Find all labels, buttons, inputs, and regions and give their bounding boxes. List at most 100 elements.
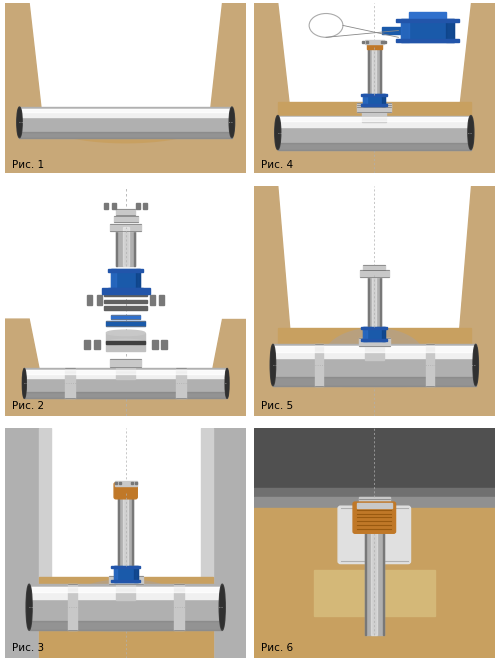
Bar (364, 327, 366, 341)
Polygon shape (39, 577, 212, 658)
Ellipse shape (468, 116, 474, 149)
Bar (357, 503, 392, 508)
Ellipse shape (270, 344, 276, 385)
Bar (24, 368, 227, 399)
Bar (68, 584, 78, 630)
Ellipse shape (225, 368, 229, 399)
Polygon shape (254, 186, 495, 416)
Bar (112, 203, 116, 209)
Text: Рис. 1: Рис. 1 (12, 160, 44, 170)
Polygon shape (5, 428, 39, 658)
Polygon shape (452, 3, 495, 173)
Bar (24, 370, 227, 373)
Polygon shape (278, 139, 471, 173)
Bar (382, 95, 385, 106)
Ellipse shape (229, 107, 234, 137)
Bar (108, 288, 143, 292)
Bar (134, 566, 138, 582)
Bar (362, 104, 388, 106)
Ellipse shape (26, 584, 32, 630)
Bar (174, 584, 184, 630)
Bar (273, 346, 476, 358)
Bar (20, 107, 232, 137)
Bar (24, 393, 227, 399)
Polygon shape (118, 492, 134, 566)
Bar (273, 346, 476, 352)
Ellipse shape (48, 622, 203, 631)
Bar (110, 224, 142, 231)
Ellipse shape (106, 330, 145, 336)
Bar (362, 327, 388, 329)
Bar (114, 216, 138, 222)
Bar (111, 268, 116, 292)
Bar (66, 368, 75, 399)
Bar (111, 566, 140, 568)
Polygon shape (60, 580, 192, 612)
Bar (29, 621, 222, 630)
Bar (162, 340, 167, 349)
Ellipse shape (44, 393, 207, 399)
Bar (364, 264, 385, 270)
Polygon shape (254, 600, 495, 658)
Polygon shape (254, 186, 297, 416)
Bar (364, 95, 366, 106)
Bar (106, 341, 145, 344)
Bar (176, 368, 186, 399)
Polygon shape (372, 508, 377, 635)
Bar (358, 103, 391, 108)
Polygon shape (123, 227, 128, 266)
Ellipse shape (274, 116, 281, 149)
Bar (108, 268, 143, 272)
Ellipse shape (40, 132, 210, 138)
Bar (382, 27, 401, 34)
Polygon shape (364, 508, 366, 635)
Bar (409, 12, 446, 19)
Bar (20, 108, 232, 112)
Bar (314, 344, 323, 385)
Bar (114, 566, 117, 582)
Bar (106, 333, 145, 351)
Polygon shape (203, 3, 246, 173)
Bar (116, 577, 136, 600)
Bar (102, 288, 150, 294)
Polygon shape (278, 381, 471, 416)
Bar (273, 377, 476, 385)
Bar (273, 344, 476, 385)
Bar (150, 295, 154, 305)
Bar (29, 586, 222, 599)
Bar (396, 19, 460, 22)
Polygon shape (368, 273, 381, 327)
Ellipse shape (22, 368, 26, 399)
Ellipse shape (18, 108, 21, 137)
Bar (114, 566, 138, 582)
Bar (446, 19, 454, 42)
Bar (136, 268, 140, 292)
Bar (401, 19, 409, 42)
Polygon shape (203, 319, 246, 416)
Bar (364, 95, 385, 106)
Ellipse shape (219, 584, 226, 630)
Bar (104, 299, 148, 303)
Bar (29, 586, 222, 592)
Text: Рис. 5: Рис. 5 (261, 401, 293, 411)
Polygon shape (124, 492, 128, 566)
Bar (364, 327, 385, 341)
Polygon shape (5, 186, 246, 416)
Ellipse shape (297, 143, 452, 151)
Bar (104, 307, 148, 310)
Polygon shape (39, 428, 51, 658)
Polygon shape (452, 186, 495, 416)
Ellipse shape (468, 117, 473, 148)
Polygon shape (380, 46, 381, 95)
Bar (362, 95, 388, 96)
Ellipse shape (106, 339, 145, 345)
Text: Рис. 4: Рис. 4 (261, 160, 293, 170)
Polygon shape (29, 383, 222, 416)
Bar (104, 203, 108, 209)
Polygon shape (118, 492, 119, 566)
Bar (401, 19, 454, 42)
Bar (360, 270, 389, 277)
Bar (382, 327, 385, 341)
Polygon shape (254, 508, 495, 600)
FancyBboxPatch shape (114, 483, 138, 499)
